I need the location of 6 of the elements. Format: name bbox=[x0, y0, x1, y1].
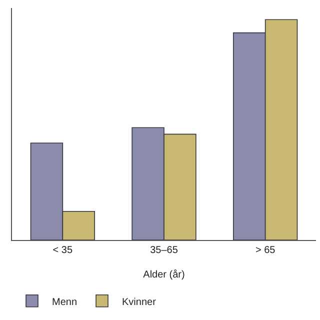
x-tick-label: < 35 bbox=[52, 245, 73, 256]
legend-label: Kvinner bbox=[122, 296, 157, 308]
x-tick-label: 35–65 bbox=[150, 245, 178, 256]
x-tick-label: > 65 bbox=[255, 245, 276, 256]
x-axis-title: Alder (år) bbox=[143, 268, 185, 280]
legend-label: Menn bbox=[52, 296, 78, 308]
